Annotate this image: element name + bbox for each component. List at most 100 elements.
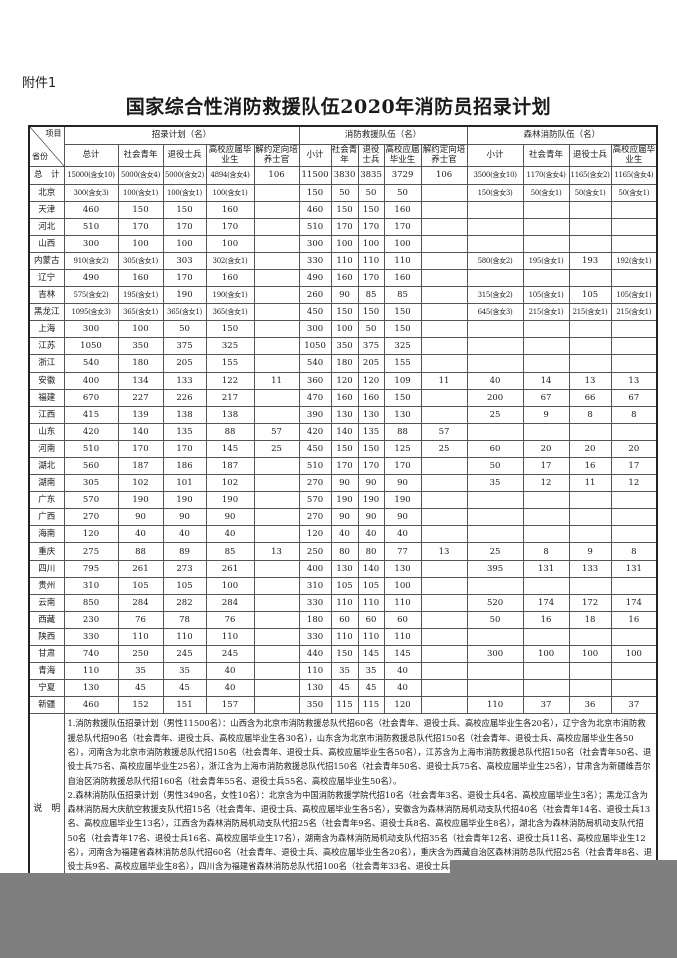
- province-cell: 青海: [28, 662, 65, 681]
- value-cell: 76: [117, 610, 164, 629]
- value-cell: 50: [466, 456, 524, 476]
- value-cell: 540: [298, 354, 332, 373]
- value-cell: 110: [383, 251, 422, 270]
- value-cell: 245: [162, 645, 207, 664]
- value-cell: [568, 662, 612, 681]
- value-cell: 305(含女1): [117, 251, 164, 270]
- value-cell: 120: [330, 371, 359, 390]
- value-cell: 133: [162, 371, 207, 390]
- value-cell: 395: [466, 559, 524, 578]
- value-cell: 13: [568, 371, 612, 390]
- value-cell: 1095(含女3): [63, 303, 119, 322]
- value-cell: 215(含女1): [568, 303, 612, 322]
- value-cell: 230: [63, 610, 119, 629]
- value-cell: 130: [298, 679, 332, 698]
- province-cell: 贵州: [28, 576, 65, 595]
- value-cell: [253, 627, 300, 647]
- value-cell: 40: [357, 525, 385, 544]
- column-header: 总计: [63, 143, 119, 167]
- value-cell: 145: [357, 645, 385, 664]
- value-cell: 300: [466, 645, 524, 664]
- value-cell: 8: [568, 405, 612, 424]
- value-cell: 90: [162, 508, 207, 527]
- value-cell: [610, 422, 658, 441]
- value-cell: 40: [330, 525, 359, 544]
- province-cell: 福建: [28, 388, 65, 407]
- value-cell: [522, 337, 570, 356]
- value-cell: [568, 627, 612, 647]
- value-cell: [466, 627, 524, 647]
- value-cell: 150: [117, 200, 164, 219]
- value-cell: 570: [298, 491, 332, 510]
- value-cell: 90: [383, 508, 422, 527]
- value-cell: 105: [568, 286, 612, 305]
- province-cell: 安徽: [28, 371, 65, 390]
- value-cell: 131: [610, 559, 658, 578]
- value-cell: 180: [298, 610, 332, 629]
- value-cell: 140: [330, 422, 359, 441]
- value-cell: [568, 268, 612, 288]
- table-row: 甘肃 740 250 245 245 440 150 145 145 300 100 100 100: [28, 645, 658, 664]
- value-cell: 303: [162, 251, 207, 270]
- table-row: 陕西 330 110 110 110 330 110 110 110: [28, 627, 658, 647]
- value-cell: 25: [466, 405, 524, 424]
- value-cell: 375: [357, 337, 385, 356]
- column-header: 退役士兵: [357, 143, 385, 167]
- table-row: 浙江 540 180 205 155 540 180 205 155: [28, 354, 658, 373]
- value-cell: 110: [330, 593, 359, 612]
- table-row: 新疆 460 152 151 157 350 115 115 120 110 37 36 37: [28, 696, 658, 715]
- value-cell: 305: [63, 474, 119, 493]
- value-cell: 12: [522, 474, 570, 493]
- value-cell: [420, 217, 468, 236]
- value-cell: 1050: [63, 337, 119, 356]
- value-cell: 50(含女1): [610, 183, 658, 202]
- value-cell: 5000(含女2): [162, 165, 207, 185]
- value-cell: 170: [330, 456, 359, 476]
- value-cell: 1050: [298, 337, 332, 356]
- value-cell: 190(含女1): [205, 286, 255, 305]
- province-cell: 四川: [28, 559, 65, 578]
- value-cell: 8: [610, 405, 658, 424]
- value-cell: 375: [162, 337, 207, 356]
- value-cell: 510: [298, 217, 332, 236]
- value-cell: 330: [298, 251, 332, 270]
- value-cell: 37: [522, 696, 570, 715]
- value-cell: 150: [357, 200, 385, 219]
- value-cell: 740: [63, 645, 119, 664]
- value-cell: 420: [298, 422, 332, 441]
- value-cell: 89: [162, 542, 207, 561]
- value-cell: 14: [522, 371, 570, 390]
- value-cell: [568, 422, 612, 441]
- column-header: 社会青年: [330, 143, 359, 167]
- value-cell: 315(含女2): [466, 286, 524, 305]
- province-cell: 海南: [28, 525, 65, 544]
- value-cell: 100: [117, 320, 164, 339]
- value-cell: 60: [383, 610, 422, 629]
- value-cell: [253, 508, 300, 527]
- value-cell: 180: [330, 354, 359, 373]
- value-cell: 20: [568, 439, 612, 459]
- table-row: 天津 460 150 150 160 460 150 150 160: [28, 200, 658, 219]
- value-cell: 90: [330, 508, 359, 527]
- value-cell: 88: [205, 422, 255, 441]
- value-cell: 130: [63, 679, 119, 698]
- value-cell: [522, 268, 570, 288]
- value-cell: 3835: [357, 165, 385, 185]
- value-cell: 3729: [383, 165, 422, 185]
- value-cell: 190: [162, 491, 207, 510]
- value-cell: 150: [383, 303, 422, 322]
- value-cell: 130: [383, 405, 422, 424]
- column-header: 退役士兵: [568, 143, 612, 167]
- value-cell: 330: [298, 593, 332, 612]
- value-cell: 122: [205, 371, 255, 390]
- value-cell: [253, 559, 300, 578]
- value-cell: [466, 217, 524, 236]
- table-row: 广东 570 190 190 190 570 190 190 190: [28, 491, 658, 510]
- value-cell: [522, 576, 570, 595]
- value-cell: [522, 422, 570, 441]
- value-cell: 195(含女1): [522, 251, 570, 270]
- value-cell: 190: [383, 491, 422, 510]
- value-cell: 66: [568, 388, 612, 407]
- value-cell: 170: [357, 217, 385, 236]
- province-cell: 北京: [28, 183, 65, 202]
